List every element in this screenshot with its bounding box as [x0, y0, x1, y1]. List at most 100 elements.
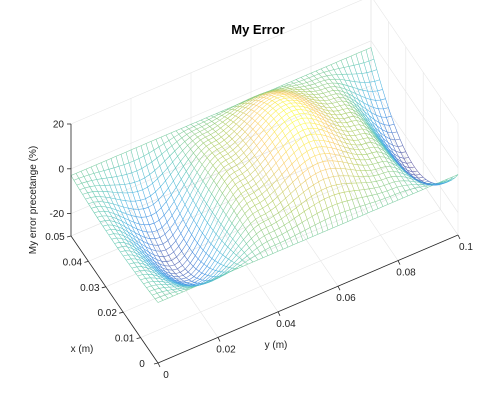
mesh-line-along-y — [389, 159, 395, 163]
mesh-line-along-y — [146, 215, 152, 218]
mesh-line-along-y — [304, 97, 310, 100]
mesh-line-along-y — [182, 145, 188, 151]
mesh-line-along-x — [130, 250, 134, 256]
mesh-line-along-x — [324, 106, 329, 111]
mesh-line-along-x — [138, 262, 143, 267]
mesh-line-along-y — [237, 106, 243, 111]
mesh-line-along-x — [312, 165, 316, 174]
mesh-line-along-x — [222, 121, 226, 125]
mesh-line-along-y — [131, 266, 137, 269]
mesh-line-along-x — [345, 58, 350, 67]
mesh-line-along-y — [215, 111, 222, 114]
mesh-line-along-x — [358, 64, 363, 74]
mesh-line-along-y — [148, 281, 154, 283]
mesh-line-along-y — [332, 225, 339, 229]
mesh-line-along-x — [309, 114, 313, 119]
mesh-line-along-x — [377, 132, 382, 139]
mesh-line-along-y — [253, 188, 260, 193]
mesh-line-along-y — [387, 188, 393, 192]
mesh-line-along-y — [246, 200, 253, 204]
mesh-line-along-y — [325, 86, 331, 89]
mesh-line-along-x — [356, 101, 360, 108]
mesh-line-along-x — [249, 160, 253, 166]
mesh-line-along-x — [305, 104, 309, 109]
mesh-line-along-y — [177, 287, 183, 290]
mesh-line-along-y — [115, 229, 121, 232]
x-tick-label: 0.04 — [63, 257, 83, 268]
mesh-line-along-y — [344, 97, 350, 101]
mesh-line-along-y — [367, 194, 373, 197]
mesh-line-along-x — [256, 105, 260, 107]
mesh-line-along-y — [309, 83, 315, 86]
mesh-line-along-x — [141, 168, 145, 178]
mesh-line-along-y — [402, 195, 409, 199]
mesh-line-along-x — [391, 188, 396, 195]
mesh-line-along-x — [287, 126, 291, 132]
mesh-line-along-x — [304, 113, 308, 119]
mesh-line-along-x — [273, 174, 278, 180]
mesh-line-along-x — [157, 275, 161, 280]
mesh-line-along-y — [362, 196, 368, 198]
mesh-line-along-y — [130, 147, 137, 151]
mesh-line-along-x — [232, 194, 237, 200]
mesh-line-along-y — [357, 88, 363, 91]
mesh-line-along-y — [187, 287, 194, 290]
mesh-line-along-x — [164, 294, 169, 299]
mesh-line-along-x — [325, 169, 329, 178]
mesh-line-along-y — [306, 80, 312, 83]
mesh-line-along-x — [376, 193, 381, 201]
mesh-line-along-y — [314, 222, 321, 226]
mesh-line-along-y — [185, 214, 192, 225]
mesh-line-along-y — [167, 234, 174, 241]
mesh-line-along-y — [266, 184, 273, 190]
mesh-line-along-y — [203, 119, 210, 123]
mesh-line-along-x — [135, 147, 140, 159]
mesh-line-along-x — [422, 184, 426, 187]
mesh-line-along-x — [355, 93, 359, 100]
mesh-line-along-y — [278, 110, 284, 115]
mesh-line-along-x — [122, 255, 127, 261]
mesh-line-along-x — [254, 155, 258, 160]
mesh-line-along-y — [112, 224, 118, 227]
mesh-line-along-x — [156, 158, 160, 166]
mesh-line-along-y — [404, 166, 410, 169]
mesh-line-along-x — [155, 139, 160, 147]
mesh-line-along-y — [257, 207, 263, 212]
mesh-line-along-x — [130, 236, 134, 242]
mesh-line-along-y — [147, 183, 153, 188]
mesh-line-along-x — [305, 91, 309, 95]
mesh-line-along-x — [343, 67, 348, 75]
wall-grid-line — [370, 85, 459, 213]
y-tick-label: 0.04 — [276, 319, 296, 330]
mesh-line-along-y — [343, 91, 349, 95]
mesh-line-along-y — [171, 141, 177, 147]
mesh-line-along-y — [114, 221, 121, 225]
mesh-line-along-x — [143, 224, 148, 233]
mesh-line-along-y — [162, 290, 168, 292]
mesh-line-along-y — [297, 100, 303, 103]
mesh-line-along-y — [119, 215, 125, 219]
mesh-line-along-x — [121, 238, 125, 243]
mesh-line-along-x — [352, 87, 356, 94]
mesh-line-along-y — [337, 201, 343, 205]
mesh-line-along-y — [164, 155, 170, 162]
mesh-line-along-x — [338, 175, 342, 184]
mesh-line-along-y — [214, 252, 221, 261]
mesh-line-along-x — [368, 125, 372, 131]
mesh-line-along-x — [244, 121, 248, 124]
mesh-line-along-x — [229, 146, 234, 151]
mesh-line-along-y — [221, 231, 228, 241]
mesh-line-along-y — [307, 87, 313, 90]
mesh-line-along-x — [215, 216, 219, 221]
mesh-line-along-y — [247, 213, 253, 219]
mesh-line-along-x — [164, 234, 169, 241]
mesh-line-along-x — [133, 222, 138, 230]
mesh-line-along-x — [274, 102, 279, 105]
mesh-line-along-y — [394, 138, 401, 141]
mesh-line-along-y — [177, 291, 184, 295]
mesh-line-along-x — [317, 163, 321, 172]
mesh-line-along-x — [337, 161, 341, 169]
mesh-line-along-x — [388, 107, 392, 117]
mesh-line-along-x — [340, 114, 344, 119]
mesh-line-along-y — [377, 89, 383, 92]
